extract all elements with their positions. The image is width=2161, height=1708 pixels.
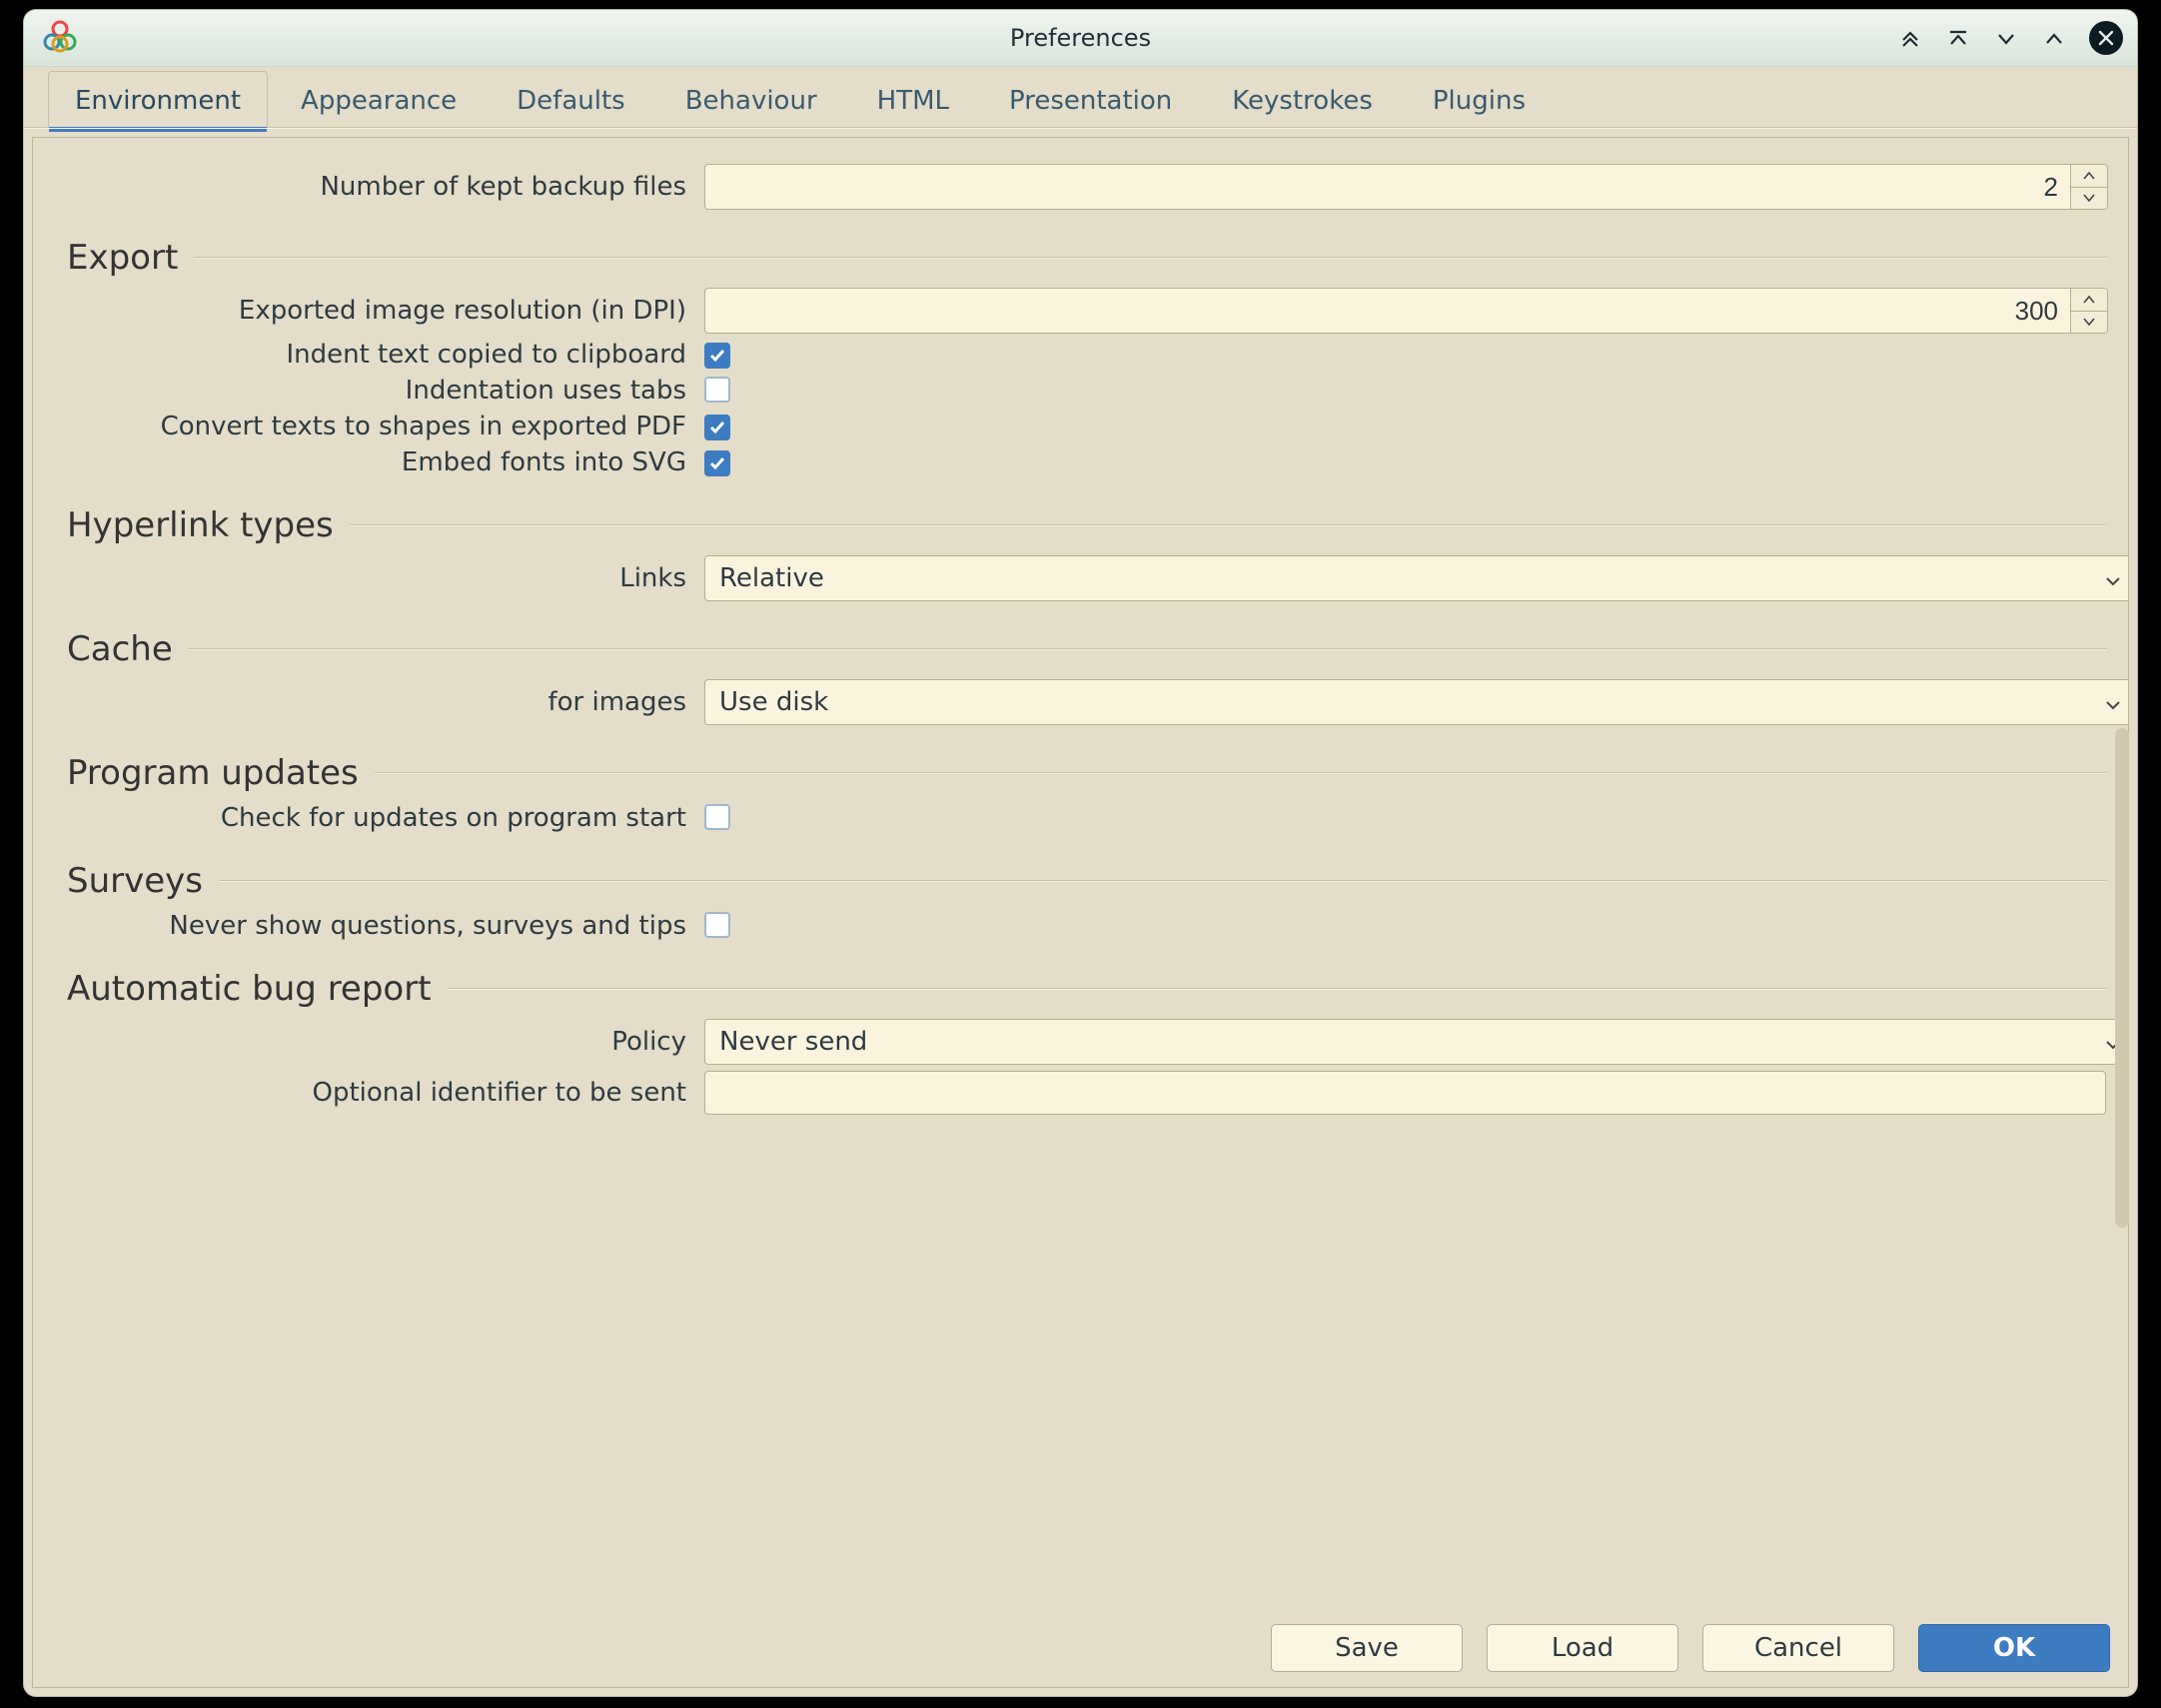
section-updates: Program updates [67,753,359,793]
window-close-icon[interactable] [2089,21,2123,55]
chevron-down-icon [2105,563,2121,593]
chevron-down-icon [2105,687,2121,717]
window-minimize-icon[interactable] [1993,25,2019,51]
ok-button[interactable]: OK [1918,1624,2110,1672]
tab-environment[interactable]: Environment [48,71,268,128]
check-updates-label: Check for updates on program start [67,803,704,833]
dialog-footer: Save Load Cancel OK [33,1609,2128,1687]
section-bugreport: Automatic bug report [67,969,432,1009]
dpi-label: Exported image resolution (in DPI) [67,296,704,326]
links-combobox[interactable]: Relative [704,555,2129,601]
spinner-down-icon[interactable] [2071,187,2107,210]
bug-identifier-input[interactable] [704,1071,2106,1115]
tab-behaviour[interactable]: Behaviour [658,71,844,128]
cache-images-value: Use disk [719,687,828,717]
tab-presentation[interactable]: Presentation [982,71,1199,128]
svg-fonts-label: Embed fonts into SVG [67,447,704,477]
spinner-up-icon[interactable] [2071,165,2107,187]
window-maximize-icon[interactable] [2041,25,2067,51]
backup-files-spinner[interactable] [704,164,2108,210]
app-icon [42,20,78,56]
indent-clip-checkbox[interactable] [704,343,730,369]
surveys-never-checkbox[interactable] [704,912,730,938]
check-updates-checkbox[interactable] [704,804,730,830]
section-cache: Cache [67,629,173,669]
section-export: Export [67,238,178,278]
bug-policy-value: Never send [719,1027,867,1057]
cache-images-combobox[interactable]: Use disk [704,679,2129,725]
cache-images-label: for images [67,687,704,717]
spinner-down-icon[interactable] [2071,311,2107,334]
section-surveys: Surveys [67,861,203,901]
bug-policy-label: Policy [67,1027,704,1057]
titlebar: Preferences [24,10,2137,67]
tab-keystrokes[interactable]: Keystrokes [1205,71,1400,128]
tab-plugins[interactable]: Plugins [1406,71,1553,128]
surveys-never-label: Never show questions, surveys and tips [67,911,704,941]
pdf-shapes-checkbox[interactable] [704,415,730,440]
indent-tabs-label: Indentation uses tabs [67,376,704,406]
section-hyperlink: Hyperlink types [67,505,334,545]
window-collapse-up-icon[interactable] [1945,25,1971,51]
links-label: Links [67,563,704,593]
indent-tabs-checkbox[interactable] [704,377,730,403]
backup-files-label: Number of kept backup files [67,172,704,202]
scrollbar-thumb[interactable] [2115,728,2129,1228]
bug-policy-combobox[interactable]: Never send [704,1019,2129,1065]
preferences-panel: Number of kept backup files Export [32,137,2129,1688]
tab-appearance[interactable]: Appearance [274,71,484,128]
save-button[interactable]: Save [1271,1624,1463,1672]
indent-clip-label: Indent text copied to clipboard [67,340,704,370]
load-button[interactable]: Load [1487,1624,1678,1672]
cancel-button[interactable]: Cancel [1702,1624,1894,1672]
tab-html[interactable]: HTML [850,71,976,128]
bug-identifier-label: Optional identifier to be sent [67,1078,704,1108]
links-value: Relative [719,563,824,593]
tab-defaults[interactable]: Defaults [490,71,652,128]
tab-bar: Environment Appearance Defaults Behaviou… [24,67,2137,128]
svg-fonts-checkbox[interactable] [704,450,730,476]
window-title: Preferences [24,24,2137,52]
window-scroll-top-icon[interactable] [1897,25,1923,51]
pdf-shapes-label: Convert texts to shapes in exported PDF [67,412,704,441]
preferences-window: Preferences Environ [24,10,2137,1696]
backup-files-input[interactable] [705,165,2070,209]
spinner-up-icon[interactable] [2071,289,2107,311]
dpi-input[interactable] [705,289,2070,333]
dpi-spinner[interactable] [704,288,2108,334]
